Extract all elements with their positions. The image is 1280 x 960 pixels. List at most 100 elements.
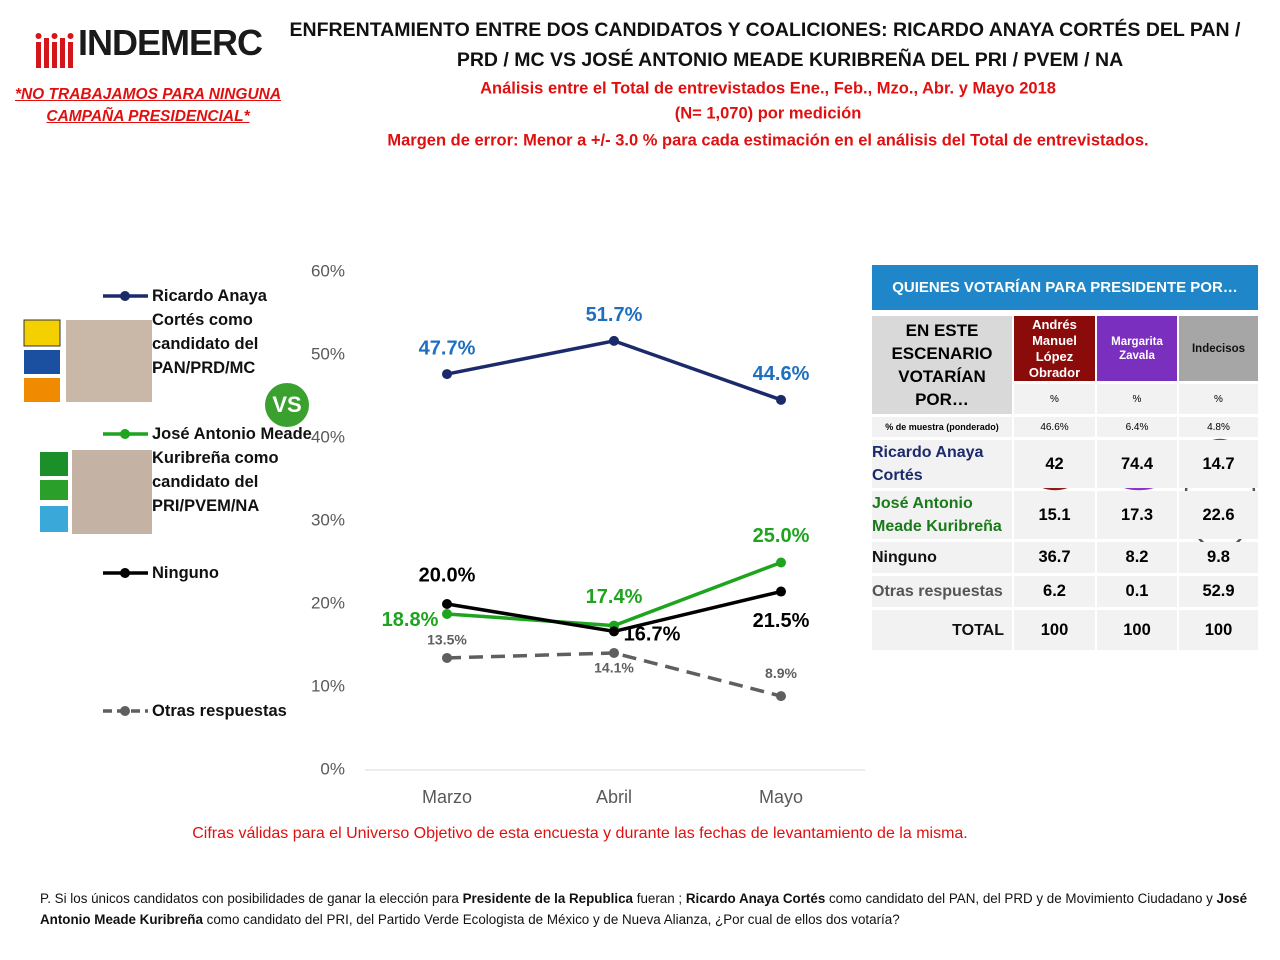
question-part: fueran ; <box>633 891 686 906</box>
chart-title: PRD / MC VS JOSÉ ANTONIO MEADE KURIBREÑA… <box>457 48 1123 71</box>
value-label: 13.5% <box>427 632 467 648</box>
column-header: Andrés Manuel López Obrador <box>1014 316 1095 381</box>
logo: INDEMERC <box>78 22 263 63</box>
row-label: % de muestra (ponderado) <box>872 417 1012 437</box>
table-cell: 36.7 <box>1014 542 1095 573</box>
table: QUIENES VOTARÍAN PARA PRESIDENTE POR… EN… <box>872 265 1258 653</box>
series-dot <box>776 586 786 597</box>
vs-text: VS <box>272 392 301 417</box>
series-dot <box>609 335 619 346</box>
table-cell: 17.3 <box>1097 491 1177 539</box>
row-label: Otras respuestas <box>872 576 1012 607</box>
table-row: EN ESTE ESCENARIO VOTARÍAN POR… Andrés Ma… <box>872 316 1258 414</box>
series-dot <box>776 394 786 405</box>
table-cell: 15.1 <box>1014 491 1095 539</box>
table-cell: 22.6 <box>1179 491 1258 539</box>
row-label: Ninguno <box>872 542 1012 573</box>
x-tick-label: Marzo <box>422 787 472 807</box>
legend-entry: Ninguno <box>152 564 219 582</box>
table-cell: 52.9 <box>1179 576 1258 607</box>
subtitle: (N= 1,070) por medición <box>675 104 862 122</box>
table-row: %%% <box>872 384 1258 414</box>
disclaimer: *NO TRABAJAMOS PARA NINGUNA <box>14 86 282 103</box>
value-label: 17.4% <box>586 586 643 608</box>
series-dot <box>609 647 619 658</box>
y-tick-label: 60% <box>311 261 345 280</box>
question-part: Ricardo Anaya Cortés <box>685 891 826 906</box>
table-row: Ricardo Anaya Cortés 42 74.4 14.7 <box>872 440 1258 488</box>
chart-title: ENFRENTAMIENTO ENTRE DOS CANDIDATOS Y CO… <box>290 18 1241 41</box>
table-corner: EN ESTE ESCENARIO VOTARÍAN POR… <box>872 316 1012 414</box>
unit-cell: % <box>1097 384 1177 414</box>
legend-entry: Otras respuestas <box>152 702 287 720</box>
y-tick-label: 40% <box>311 427 345 446</box>
table-cell: 100 <box>1014 610 1095 650</box>
value-label: 20.0% <box>419 564 476 586</box>
table-cell: 46.6% <box>1014 417 1095 437</box>
value-label: 18.8% <box>382 609 439 631</box>
subtitle: Margen de error: Menor a +/- 3.0 % para … <box>387 131 1148 149</box>
table-cell: 100 <box>1179 610 1258 650</box>
unit-cell: % <box>1179 384 1258 414</box>
vs-badge <box>265 383 309 427</box>
table-row: Ninguno 36.7 8.2 9.8 <box>872 542 1258 573</box>
value-label: 16.7% <box>624 624 681 646</box>
question-part: P. Si los únicos candidatos con posibili… <box>40 891 463 906</box>
value-label: 51.7% <box>586 304 643 326</box>
table-row: Otras respuestas 6.2 0.1 52.9 <box>872 576 1258 607</box>
y-tick-label: 20% <box>311 593 345 612</box>
row-label: Ricardo Anaya Cortés <box>872 440 1012 488</box>
question-part: como candidato del PAN, del PRD y de Mov… <box>825 891 1217 906</box>
legend-entry: José Antonio Meade Kuribreña como candid… <box>152 425 312 515</box>
table-cell: 8.2 <box>1097 542 1177 573</box>
table-cell: 100 <box>1097 610 1177 650</box>
subtitle: Análisis entre el Total de entrevistados… <box>480 79 1056 97</box>
table-row: TOTAL 100 100 100 <box>872 610 1258 650</box>
table-cell: 6.2 <box>1014 576 1095 607</box>
column-header: Indecisos <box>1179 316 1258 381</box>
value-label: 25.0% <box>753 525 810 547</box>
series-dot <box>442 608 452 619</box>
legend-dot <box>120 429 130 439</box>
series-dot <box>776 691 786 702</box>
table-title: QUIENES VOTARÍAN PARA PRESIDENTE POR… <box>872 265 1258 310</box>
series-dot <box>442 369 452 380</box>
table-row: % de muestra (ponderado) 46.6% 6.4% 4.8% <box>872 417 1258 437</box>
legend-entry: Ricardo Anaya Cortés como candidato del … <box>152 287 267 377</box>
value-label: 8.9% <box>765 665 797 681</box>
logo-bars <box>35 33 74 68</box>
question: P. Si los únicos candidatos con posibili… <box>40 888 1250 930</box>
value-label: 21.5% <box>753 610 810 632</box>
value-label: 47.7% <box>419 337 476 359</box>
table-cell: 6.4% <box>1097 417 1177 437</box>
table-cell: 42 <box>1014 440 1095 488</box>
row-label: José Antonio Meade Kuribreña <box>872 491 1012 539</box>
footnote: Cifras válidas para el Universo Objetivo… <box>192 825 968 842</box>
question-part: como candidato del PRI, del Partido Verd… <box>202 912 900 927</box>
legend-dot <box>120 706 130 716</box>
y-tick-label: 0% <box>320 759 345 778</box>
series-dot <box>442 652 452 663</box>
question-part: Presidente de la Republica <box>462 891 633 906</box>
table-cell: 14.7 <box>1179 440 1258 488</box>
row-label: TOTAL <box>872 610 1012 650</box>
question-part: José Antonio Meade Kuribreña <box>40 891 1248 927</box>
y-tick-label: 50% <box>311 344 345 363</box>
party-logos <box>23 319 152 534</box>
series-line <box>446 339 782 402</box>
disclaimer: CAMPAÑA PRESIDENCIAL* <box>46 108 250 125</box>
legend-dot <box>120 291 130 301</box>
table-cell: 0.1 <box>1097 576 1177 607</box>
series-dot <box>776 557 786 568</box>
series-dot <box>609 626 619 637</box>
x-tick-label: Abril <box>596 787 632 807</box>
y-tick-label: 30% <box>311 510 345 529</box>
y-tick-label: 10% <box>311 676 345 695</box>
table-cell: 4.8% <box>1179 417 1258 437</box>
value-label: 14.1% <box>594 660 634 676</box>
x-tick-label: Mayo <box>759 787 803 807</box>
table-grid: EN ESTE ESCENARIO VOTARÍAN POR… Andrés Ma… <box>870 313 1260 653</box>
column-header: Margarita Zavala <box>1097 316 1177 381</box>
